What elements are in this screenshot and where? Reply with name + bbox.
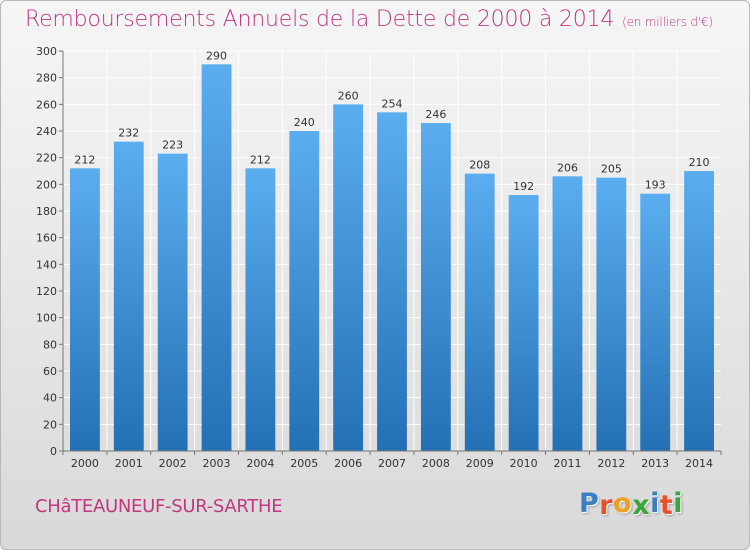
y-tick-label: 220	[36, 152, 57, 165]
chart-unit-note: (en milliers d'€)	[622, 15, 713, 29]
data-label-2000: 212	[74, 153, 95, 166]
logo-letter: o	[613, 488, 633, 519]
x-tick-label-2005: 2005	[290, 457, 318, 470]
logo-letter: x	[632, 490, 651, 521]
x-tick-label-2000: 2000	[71, 457, 99, 470]
x-tick-label-2004: 2004	[246, 457, 274, 470]
data-label-2006: 260	[338, 89, 359, 102]
data-label-2005: 240	[294, 116, 315, 129]
bar-2004	[245, 168, 276, 452]
data-label-2004: 212	[250, 153, 271, 166]
axes: 0 20 40 60 80 100 120 140 160 180 200 220 240 260 280 3…	[36, 45, 722, 470]
data-label-2002: 223	[162, 139, 183, 152]
y-tick-label: 160	[36, 232, 57, 245]
logo-letter: i	[650, 488, 660, 519]
bar-2013	[640, 193, 671, 451]
data-label-2001: 232	[118, 127, 139, 140]
data-label-2013: 193	[645, 179, 666, 192]
x-tick-label-2002: 2002	[159, 457, 187, 470]
y-tick-label: 100	[36, 312, 57, 325]
y-tick-label: 280	[36, 72, 57, 85]
y-tick-label: 300	[36, 45, 57, 58]
logo-letter: r	[599, 490, 614, 521]
logo-letter: i	[673, 488, 684, 519]
bar-2010	[508, 195, 539, 451]
y-tick-label: 80	[43, 338, 57, 351]
proxiti-logo: Proxiti	[579, 488, 684, 521]
y-tick-label: 20	[43, 418, 57, 431]
bars: 212 232 223 290 212 240 260 254 246 208 192 206 205 1…	[70, 49, 714, 452]
data-label-2011: 206	[557, 161, 578, 174]
data-label-2014: 210	[689, 156, 710, 169]
y-tick-label: 240	[36, 125, 57, 138]
town-name: CHâTEAUNEUF-SUR-SARTHE	[35, 496, 283, 517]
bar-2012	[596, 177, 627, 451]
data-label-2007: 254	[382, 97, 403, 110]
x-tick-label-2013: 2013	[641, 457, 669, 470]
bar-2008	[420, 123, 451, 451]
bar-2003	[201, 64, 232, 452]
x-tick-label-2008: 2008	[422, 457, 450, 470]
y-tick-label: 200	[36, 178, 57, 191]
bar-2006	[333, 104, 364, 451]
logo-letter: P	[579, 488, 600, 519]
bar-2002	[157, 153, 188, 451]
bar-2005	[289, 131, 320, 451]
bar-2011	[552, 176, 583, 452]
x-tick-label-2003: 2003	[203, 457, 231, 470]
chart-title-text: Remboursements Annuels de la Dette de 20…	[25, 7, 615, 32]
y-tick-label: 40	[43, 392, 57, 405]
bar-2001	[113, 141, 144, 451]
data-label-2012: 205	[601, 163, 622, 176]
x-tick-label-2011: 2011	[553, 457, 581, 470]
y-tick-label: 0	[50, 445, 57, 458]
bar-2009	[464, 173, 495, 451]
data-label-2009: 208	[469, 159, 490, 172]
data-label-2008: 246	[425, 108, 446, 121]
y-tick-label: 180	[36, 205, 57, 218]
data-label-2003: 290	[206, 49, 227, 62]
bar-2000	[70, 168, 100, 452]
y-tick-label: 60	[43, 365, 57, 378]
logo-letter: t	[659, 490, 674, 521]
bar-2014	[684, 171, 714, 451]
x-tick-label-2007: 2007	[378, 457, 406, 470]
x-tick-label-2010: 2010	[510, 457, 538, 470]
chart-title: Remboursements Annuels de la Dette de 20…	[25, 7, 713, 32]
y-tick-label: 120	[36, 285, 57, 298]
x-tick-label-2009: 2009	[466, 457, 494, 470]
bar-2007	[377, 112, 407, 451]
x-tick-label-2012: 2012	[597, 457, 625, 470]
x-tick-label-2006: 2006	[334, 457, 362, 470]
x-tick-label-2001: 2001	[115, 457, 143, 470]
y-tick-label: 260	[36, 98, 57, 111]
y-tick-label: 140	[36, 258, 57, 271]
x-tick-label-2014: 2014	[685, 457, 713, 470]
data-label-2010: 192	[513, 180, 534, 193]
